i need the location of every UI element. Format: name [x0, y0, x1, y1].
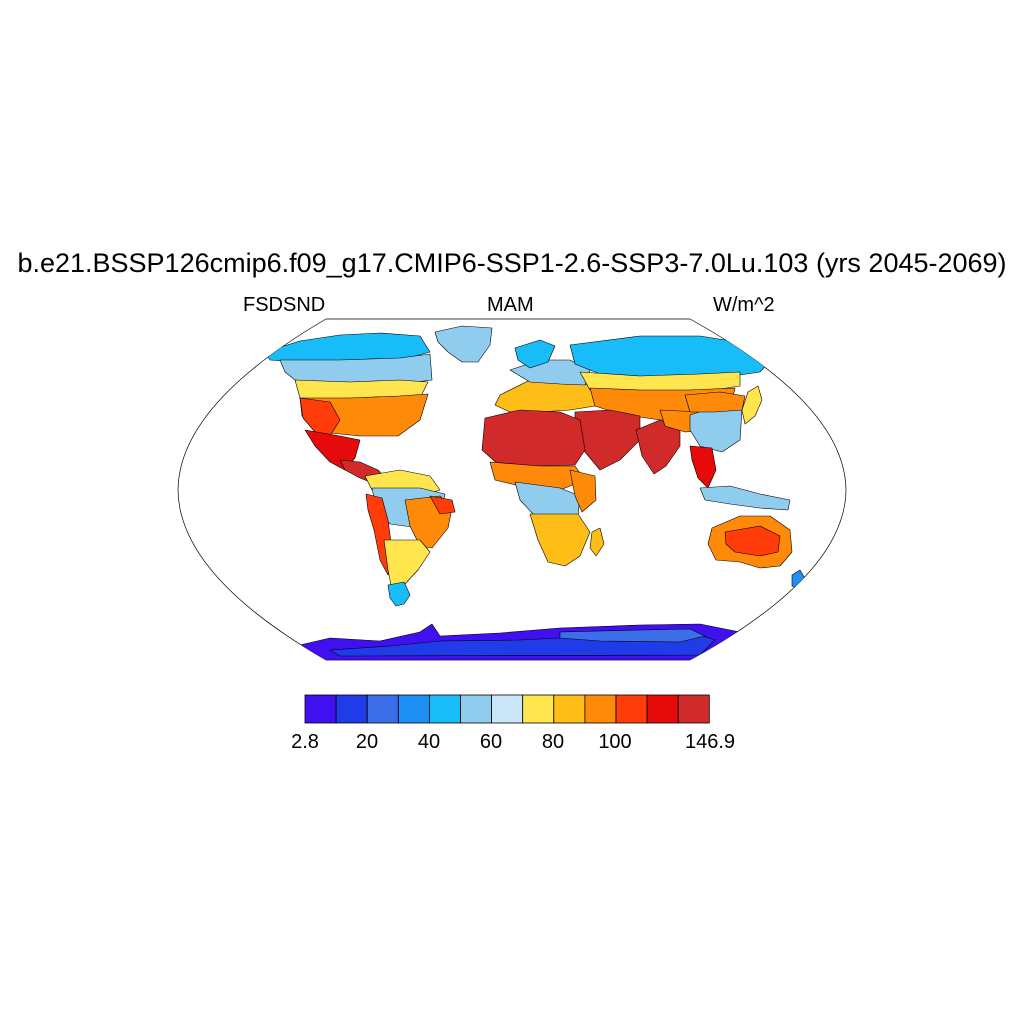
colorbar-box: [584, 694, 617, 724]
colorbar-box: [460, 694, 493, 724]
region-argentina: [383, 539, 431, 591]
map-title: b.e21.BSSP126cmip6.f09_g17.CMIP6-SSP1-2.…: [17, 248, 1007, 278]
colorbar-tick-label: 60: [479, 731, 503, 753]
variable-label: FSDSND: [243, 294, 326, 316]
season-label: MAM: [487, 294, 534, 316]
colorbar-box: [428, 694, 461, 724]
region-indonesia: [699, 485, 791, 511]
colorbar-box: [646, 694, 679, 724]
colorbar-box: [522, 694, 555, 724]
units-label: W/m^2: [713, 294, 775, 316]
region-madagascar: [589, 527, 605, 557]
region-east-africa: [569, 469, 597, 513]
region-china-north: [684, 391, 746, 413]
colorbar-box: [677, 694, 710, 724]
colorbar-box: [553, 694, 586, 724]
region-siberia: [569, 335, 776, 379]
region-japan: [741, 385, 763, 425]
region-sahel: [489, 461, 586, 491]
colorbar-box: [491, 694, 524, 724]
colorbar-tick-label: 80: [541, 731, 565, 753]
region-scandinavia: [514, 339, 556, 369]
colorbar-box: [615, 694, 648, 724]
region-australia-interior: [724, 525, 781, 557]
colorbar: [304, 694, 710, 724]
colorbar-box: [397, 694, 430, 724]
colorbar-tick-label: 2.8: [291, 731, 319, 753]
region-greenland: [434, 325, 493, 363]
colorbar-tick-label: 20: [355, 731, 379, 753]
region-andes: [365, 493, 393, 576]
region-sahara: [481, 409, 586, 467]
colorbar-box: [366, 694, 399, 724]
region-southern-africa: [529, 513, 591, 567]
region-patagonia: [387, 581, 411, 607]
region-brazil-northeast: [429, 495, 456, 515]
colorbar-tick-label: 146.9: [684, 731, 736, 753]
colorbar-tick-label: 100: [598, 731, 632, 753]
colorbar-box: [335, 694, 368, 724]
colorbar-tick-label: 40: [417, 731, 441, 753]
colorbar-box: [304, 694, 337, 724]
region-antarctica-plateau: [559, 628, 706, 643]
